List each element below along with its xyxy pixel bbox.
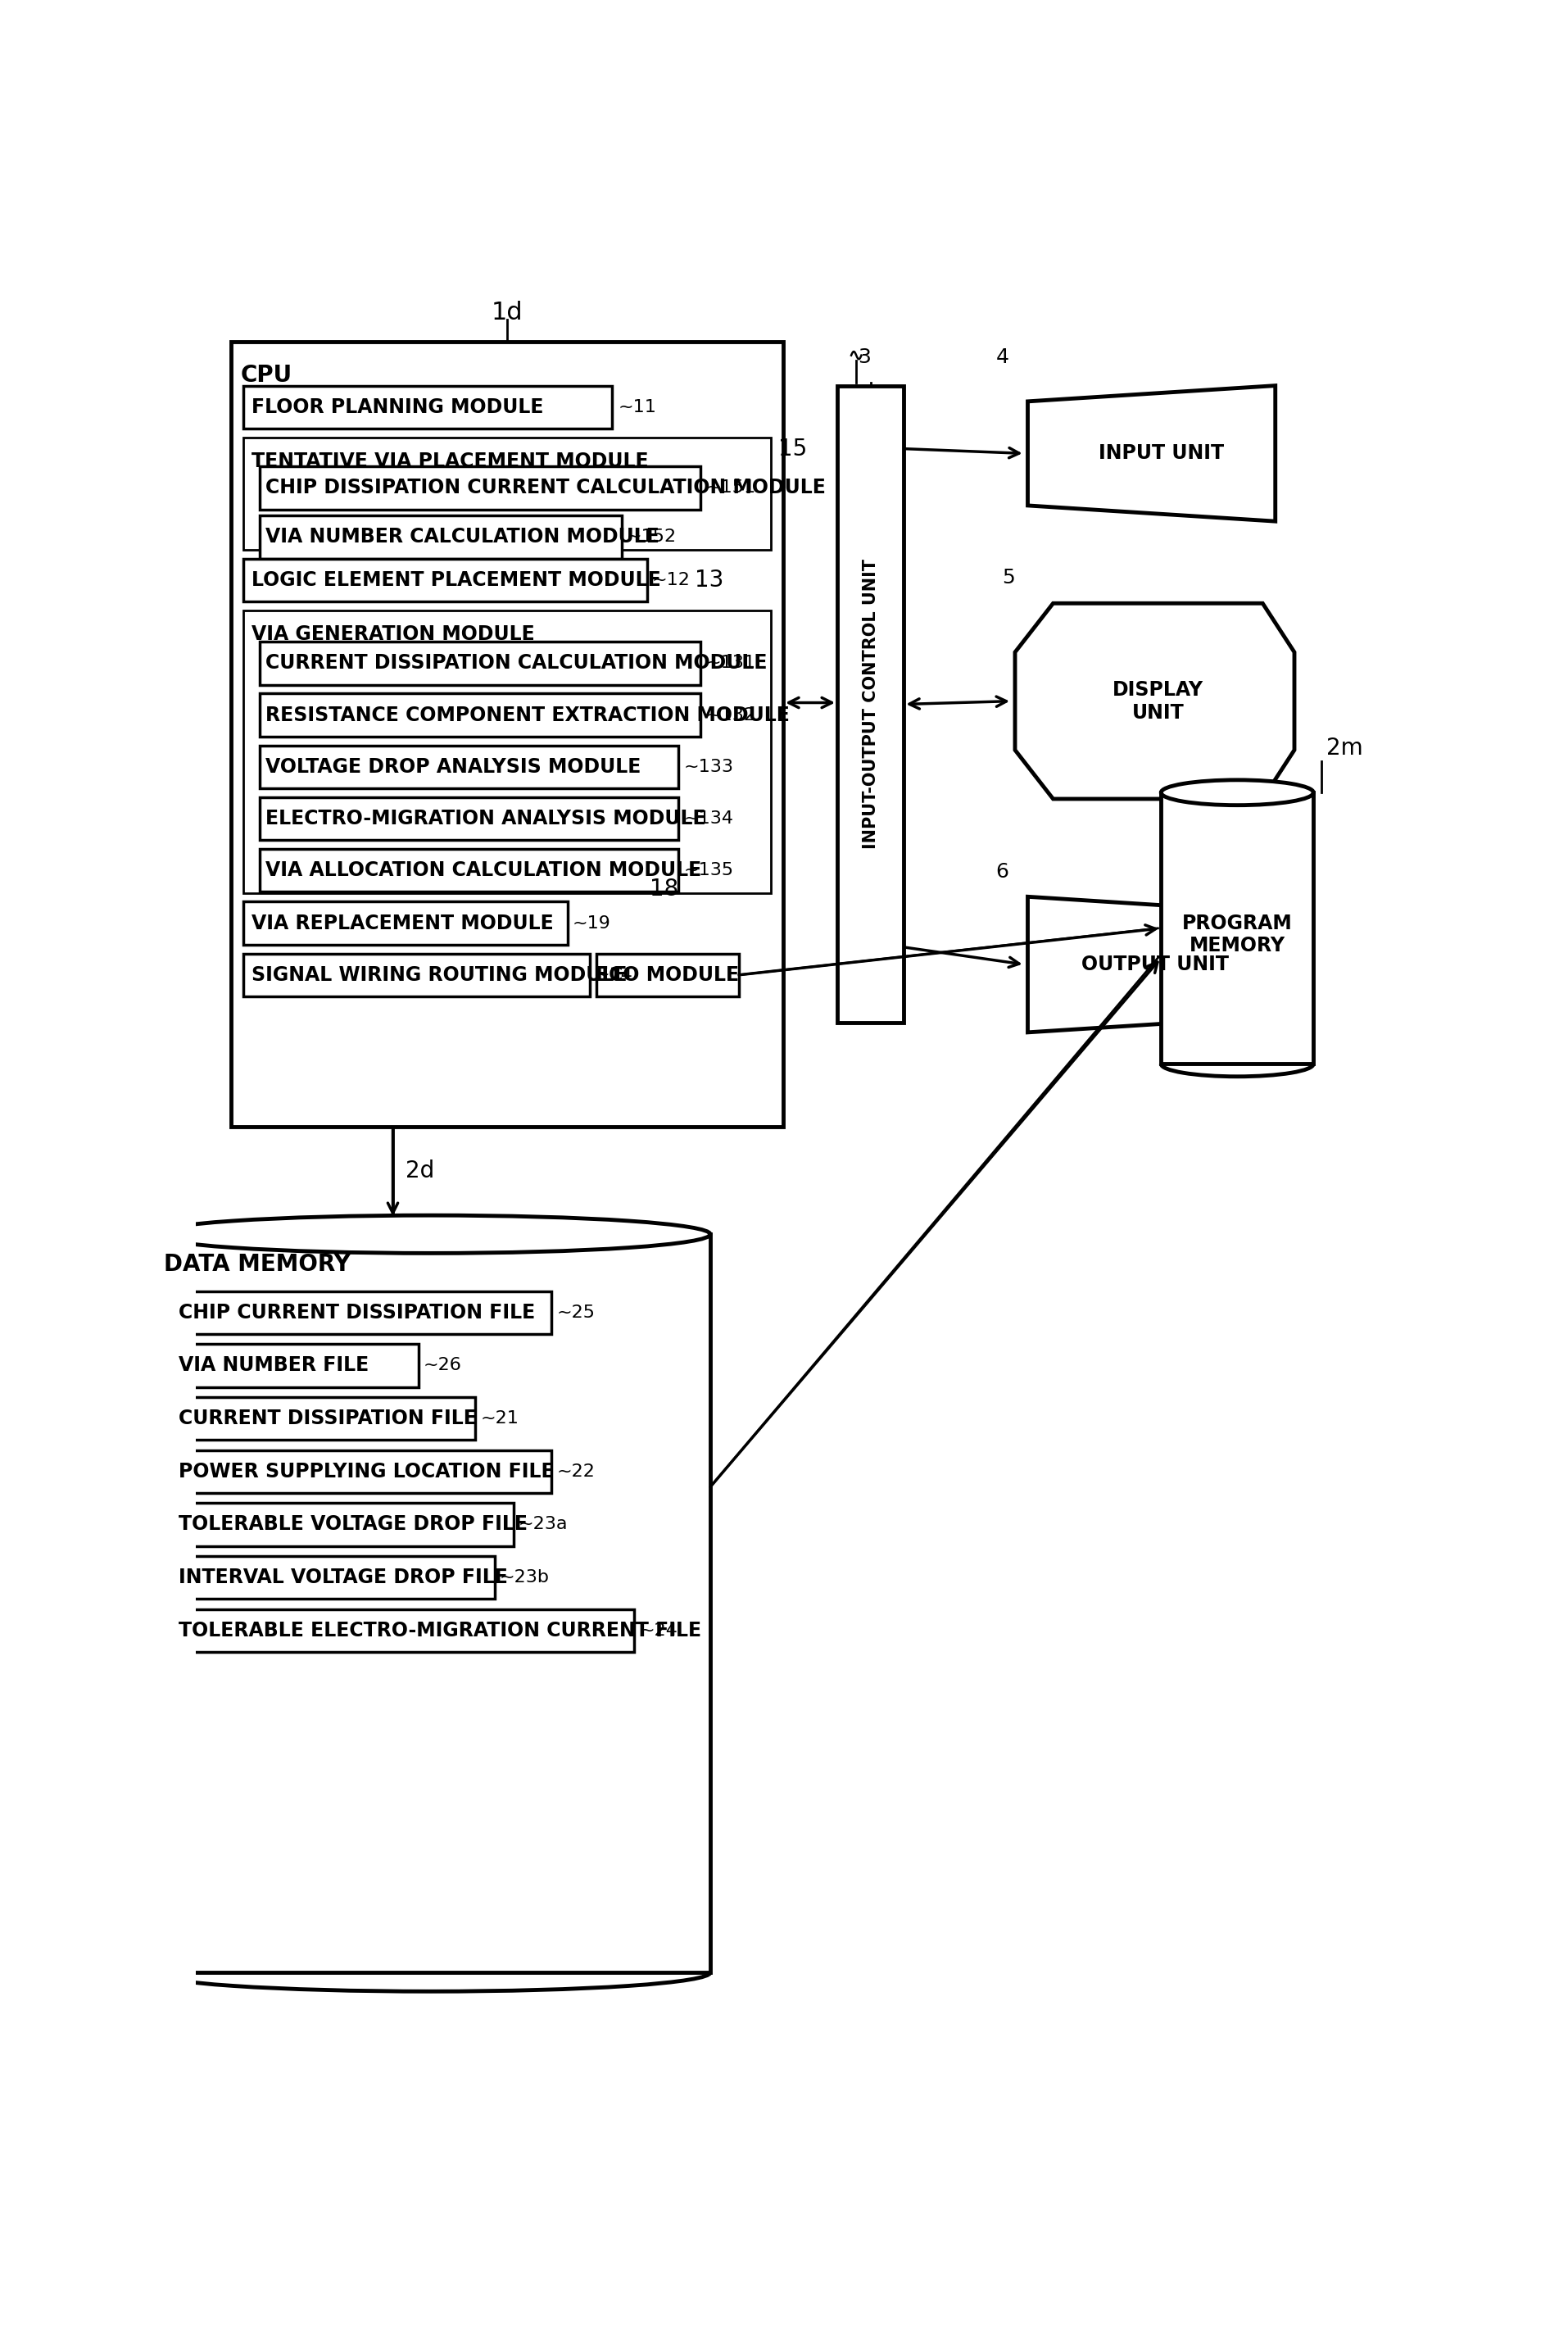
Text: INTERVAL VOLTAGE DROP FILE: INTERVAL VOLTAGE DROP FILE (179, 1567, 508, 1588)
Text: DISPLAY
UNIT: DISPLAY UNIT (1112, 680, 1203, 723)
Bar (171, 1504, 513, 1546)
Text: CHIP CURRENT DISSIPATION FILE: CHIP CURRENT DISSIPATION FILE (179, 1302, 535, 1323)
Text: ELECTRO-MIGRATION ANALYSIS MODULE: ELECTRO-MIGRATION ANALYSIS MODULE (267, 809, 706, 828)
Text: 2d: 2d (406, 1159, 434, 1182)
Text: VIA NUMBER FILE: VIA NUMBER FILE (179, 1356, 368, 1375)
Text: CPU: CPU (240, 364, 292, 387)
Text: 2m: 2m (1327, 737, 1363, 760)
Bar (259, 516, 621, 558)
Text: ~23b: ~23b (500, 1569, 549, 1586)
Text: 13: 13 (695, 568, 723, 591)
Text: OUTPUT UNIT: OUTPUT UNIT (1080, 955, 1228, 974)
Text: ~12: ~12 (652, 572, 690, 589)
Text: CHIP DISSIPATION CURRENT CALCULATION MODULE: CHIP DISSIPATION CURRENT CALCULATION MOD… (267, 479, 826, 497)
Bar (837, 385, 903, 1023)
Text: ~135: ~135 (684, 861, 734, 877)
Bar (243, 610, 770, 894)
Polygon shape (1027, 896, 1275, 1032)
Bar (259, 798, 679, 840)
Text: ~22: ~22 (557, 1464, 594, 1480)
Bar (259, 849, 679, 891)
Bar (259, 694, 701, 737)
Text: 18: 18 (651, 877, 679, 901)
Text: LOGIC ELEMENT PLACEMENT MODULE: LOGIC ELEMENT PLACEMENT MODULE (251, 570, 660, 589)
Text: VIA REPLACEMENT MODULE: VIA REPLACEMENT MODULE (251, 913, 554, 934)
Text: ~11: ~11 (618, 399, 657, 415)
Bar (259, 467, 701, 509)
Text: ~151: ~151 (706, 479, 756, 495)
Text: CURRENT DISSIPATION FILE: CURRENT DISSIPATION FILE (179, 1408, 477, 1429)
Bar (259, 746, 679, 788)
Bar (243, 952, 590, 997)
Bar (243, 558, 646, 601)
Text: 3: 3 (858, 347, 870, 366)
Bar (171, 1344, 419, 1386)
Text: ~25: ~25 (557, 1304, 596, 1321)
Bar (171, 1398, 475, 1440)
Text: INPUT UNIT: INPUT UNIT (1098, 443, 1223, 462)
Text: ~23a: ~23a (519, 1516, 568, 1532)
Bar (230, 343, 784, 1126)
Text: VIA GENERATION MODULE: VIA GENERATION MODULE (251, 624, 535, 643)
Text: ~134: ~134 (684, 809, 734, 826)
Ellipse shape (152, 1215, 710, 1253)
Bar (152, 1234, 710, 1973)
Text: ~26: ~26 (423, 1358, 461, 1375)
Text: TOLERABLE VOLTAGE DROP FILE: TOLERABLE VOLTAGE DROP FILE (179, 1516, 527, 1534)
Text: ~131: ~131 (706, 655, 756, 671)
Polygon shape (1014, 603, 1294, 800)
Text: RESISTANCE COMPONENT EXTRACTION MODULE: RESISTANCE COMPONENT EXTRACTION MODULE (267, 706, 790, 725)
Text: ~21: ~21 (480, 1410, 519, 1426)
Text: CURRENT DISSIPATION CALCULATION MODULE: CURRENT DISSIPATION CALCULATION MODULE (267, 655, 768, 673)
Text: VIA NUMBER CALCULATION MODULE: VIA NUMBER CALCULATION MODULE (267, 528, 660, 547)
Text: ~14: ~14 (594, 967, 633, 983)
Bar (243, 385, 612, 429)
Text: TOLERABLE ELECTRO-MIGRATION CURRENT FILE: TOLERABLE ELECTRO-MIGRATION CURRENT FILE (179, 1621, 701, 1640)
Text: SIGNAL WIRING ROUTING MODULE: SIGNAL WIRING ROUTING MODULE (251, 964, 627, 985)
Bar (596, 952, 739, 997)
Text: 15: 15 (778, 436, 808, 460)
Text: POWER SUPPLYING LOCATION FILE: POWER SUPPLYING LOCATION FILE (179, 1462, 554, 1480)
Text: DATA MEMORY: DATA MEMORY (165, 1253, 351, 1276)
Text: ECO MODULE: ECO MODULE (596, 964, 739, 985)
Text: VOLTAGE DROP ANALYSIS MODULE: VOLTAGE DROP ANALYSIS MODULE (267, 758, 641, 777)
Text: 4: 4 (996, 347, 1008, 366)
Bar (171, 1450, 552, 1492)
Text: 6: 6 (996, 861, 1008, 882)
Bar (1160, 793, 1314, 1063)
Bar (171, 1609, 633, 1652)
Text: ~152: ~152 (627, 528, 676, 544)
Bar (243, 436, 770, 549)
Text: ~133: ~133 (684, 758, 734, 774)
Ellipse shape (1160, 779, 1314, 805)
Bar (171, 1555, 494, 1600)
Text: FLOOR PLANNING MODULE: FLOOR PLANNING MODULE (251, 396, 543, 418)
Text: 1d: 1d (491, 300, 522, 324)
Text: INPUT-OUTPUT CONTROL UNIT: INPUT-OUTPUT CONTROL UNIT (862, 558, 878, 849)
Bar (171, 1290, 552, 1335)
Text: TENTATIVE VIA PLACEMENT MODULE: TENTATIVE VIA PLACEMENT MODULE (251, 450, 648, 472)
Text: ~19: ~19 (572, 915, 612, 931)
Text: VIA ALLOCATION CALCULATION MODULE: VIA ALLOCATION CALCULATION MODULE (267, 861, 702, 880)
Polygon shape (1027, 385, 1275, 521)
Text: ~24: ~24 (640, 1623, 677, 1640)
Text: ~132: ~132 (706, 706, 756, 723)
Text: 5: 5 (1002, 568, 1014, 589)
Bar (259, 643, 701, 685)
Bar (243, 901, 568, 945)
Text: PROGRAM
MEMORY: PROGRAM MEMORY (1182, 913, 1292, 955)
